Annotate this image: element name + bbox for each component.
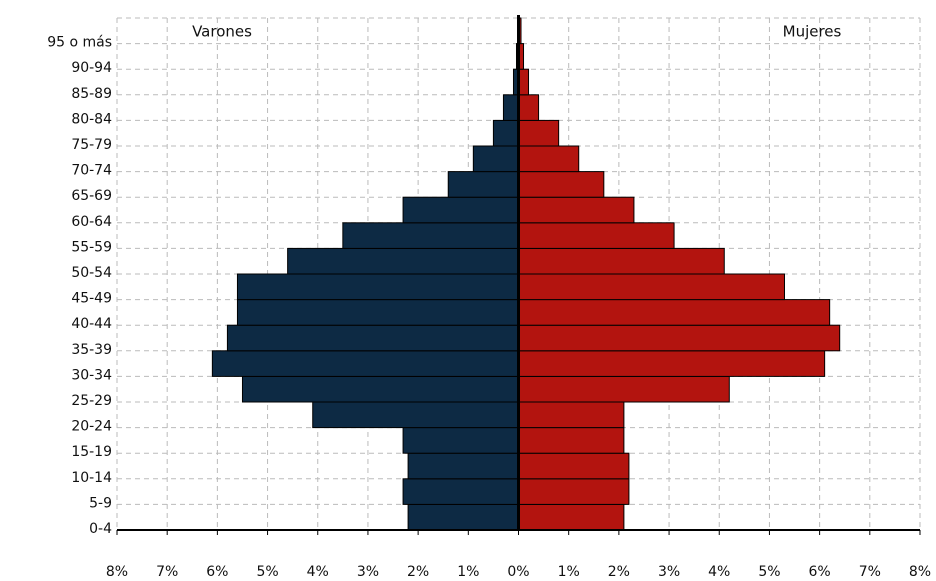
- bar: [518, 299, 831, 326]
- y-tick-label: 85-89: [71, 86, 112, 102]
- bar: [211, 350, 519, 377]
- x-tick-label: 6%: [809, 564, 831, 580]
- bar: [407, 452, 519, 480]
- bar: [287, 247, 520, 275]
- x-tick-label: 5%: [758, 564, 780, 580]
- x-tick-label: 7%: [859, 564, 881, 580]
- bar: [518, 427, 625, 454]
- y-tick-label: 75-79: [71, 137, 112, 153]
- x-tick-label: 2%: [608, 564, 630, 580]
- x-tick-label: 8%: [106, 564, 128, 580]
- x-tick-label: 1%: [558, 564, 580, 580]
- bar: [518, 273, 785, 301]
- bar: [492, 119, 519, 147]
- bar: [402, 427, 520, 454]
- bar: [518, 171, 605, 198]
- bar: [518, 350, 826, 377]
- bar: [518, 196, 635, 224]
- bar: [518, 247, 725, 275]
- bar: [518, 119, 560, 147]
- y-tick-label: 5-9: [89, 495, 112, 511]
- bar: [342, 222, 519, 249]
- x-tick-label: 8%: [909, 564, 931, 580]
- bar: [241, 375, 519, 403]
- bar: [518, 68, 530, 96]
- y-tick-label: 45-49: [71, 291, 112, 307]
- bar: [226, 324, 519, 352]
- legend-label: Mujeres: [783, 23, 842, 41]
- x-tick-label: 3%: [357, 564, 379, 580]
- x-tick-label: 4%: [307, 564, 329, 580]
- y-tick-label: 65-69: [71, 188, 112, 204]
- bar: [502, 94, 520, 121]
- bar: [518, 452, 630, 480]
- bar: [518, 503, 625, 531]
- y-tick-label: 15-19: [71, 444, 112, 460]
- bar: [518, 375, 730, 403]
- y-tick-label: 0-4: [89, 521, 112, 537]
- x-tick-label: 6%: [206, 564, 228, 580]
- y-tick-label: 50-54: [71, 265, 112, 281]
- bar: [447, 171, 519, 198]
- bar: [312, 401, 520, 429]
- x-tick-label: 0%: [507, 564, 529, 580]
- bar: [518, 145, 580, 173]
- y-tick-label: 55-59: [71, 239, 112, 255]
- y-tick-label: 90-94: [71, 60, 112, 76]
- y-tick-label: 70-74: [71, 163, 112, 179]
- y-tick-label: 35-39: [71, 342, 112, 358]
- x-tick-label: 5%: [256, 564, 278, 580]
- bar: [518, 478, 630, 505]
- y-tick-label: 60-64: [71, 214, 112, 230]
- bar: [236, 299, 519, 326]
- bar: [518, 94, 540, 121]
- bar: [402, 478, 520, 505]
- x-tick-label: 1%: [457, 564, 479, 580]
- y-tick-label: 10-14: [71, 470, 112, 486]
- bar: [518, 324, 841, 352]
- bar: [407, 503, 519, 531]
- y-tick-label: 40-44: [71, 316, 112, 332]
- y-tick-label: 80-84: [71, 111, 112, 127]
- bar: [518, 222, 675, 249]
- y-tick-label: 25-29: [71, 393, 112, 409]
- bar: [518, 401, 625, 429]
- x-tick-label: 2%: [407, 564, 429, 580]
- bar: [472, 145, 519, 173]
- x-tick-label: 3%: [658, 564, 680, 580]
- y-tick-label: 20-24: [71, 419, 112, 435]
- x-tick-label: 4%: [708, 564, 730, 580]
- y-tick-label: 95 o más: [47, 35, 112, 51]
- y-tick-label: 30-34: [71, 367, 112, 383]
- x-tick-label: 7%: [156, 564, 178, 580]
- legend-label: Varones: [192, 23, 252, 41]
- bar: [402, 196, 520, 224]
- bar: [236, 273, 519, 301]
